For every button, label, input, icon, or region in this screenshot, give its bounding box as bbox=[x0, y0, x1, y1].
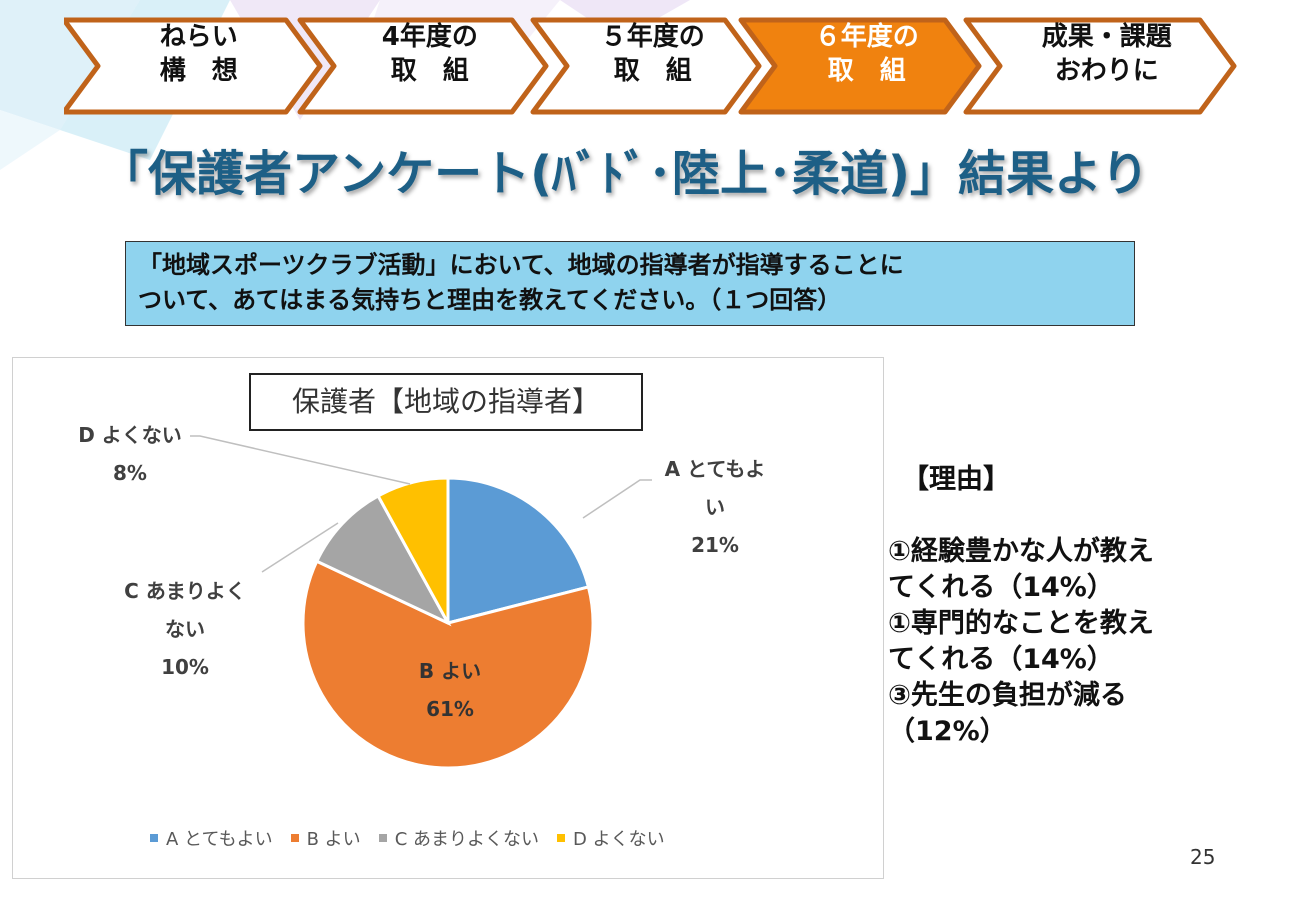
data-label-a-category: い bbox=[705, 495, 725, 519]
nav-step-5-shape bbox=[963, 17, 1237, 115]
data-label-c-category: ない bbox=[165, 617, 205, 641]
data-label-a-percent: 21% bbox=[691, 533, 739, 557]
nav-step-1-shape bbox=[64, 17, 323, 115]
legend-label-3: C あまりよくない bbox=[394, 829, 539, 850]
chart-title: 保護者【地域の指導者】 bbox=[249, 373, 643, 431]
data-label-b-category: B よい bbox=[418, 659, 482, 683]
legend-item-2: B よい bbox=[290, 825, 361, 851]
survey-question-box: 「地域スポーツクラブ活動」において、地域の指導者が指導することに ついて、あては… bbox=[125, 241, 1135, 326]
data-label-c-category: C あまりよく bbox=[124, 579, 246, 603]
reasons-heading: 【理由】 bbox=[902, 464, 1010, 495]
data-label-d-category: D よくない bbox=[78, 423, 182, 447]
legend-label-1: A とてもよい bbox=[166, 829, 273, 850]
data-label-b-percent: 61% bbox=[426, 697, 474, 721]
data-label-b: B よい 61% bbox=[380, 652, 520, 728]
pie-slice-d bbox=[376, 476, 450, 624]
nav-step-4-shape bbox=[738, 17, 982, 115]
reason-3-line-2: （12%） bbox=[888, 716, 1007, 747]
pie-slice-a bbox=[446, 476, 591, 625]
chart-legend: A とてもよい B よい C あまりよくない D よくない bbox=[150, 826, 683, 850]
legend-label-2: B よい bbox=[306, 829, 361, 850]
legend-swatch-4 bbox=[556, 834, 565, 842]
legend-item-3: C あまりよくない bbox=[378, 825, 539, 851]
pie-slice-c bbox=[314, 493, 452, 627]
reason-2-line-2: てくれる（14%） bbox=[888, 644, 1114, 675]
data-label-a-category: A とてもよ bbox=[664, 457, 766, 481]
nav-step-3-shape bbox=[530, 17, 762, 115]
data-label-d: D よくない 8% bbox=[50, 416, 210, 492]
legend-item-4: D よくない bbox=[556, 825, 665, 851]
reason-2-line-1: ①専門的なことを教え bbox=[888, 608, 1154, 639]
nav-chevrons bbox=[64, 17, 1237, 115]
data-label-d-percent: 8% bbox=[113, 461, 147, 485]
leader-line-d bbox=[190, 435, 411, 485]
legend-item-1: A とてもよい bbox=[150, 825, 273, 851]
question-line-1: 「地域スポーツクラブ活動」において、地域の指導者が指導することに bbox=[138, 251, 904, 279]
leader-line-c bbox=[261, 522, 339, 573]
legend-swatch-3 bbox=[378, 834, 387, 842]
legend-swatch-2 bbox=[290, 834, 299, 842]
data-label-c-percent: 10% bbox=[161, 655, 209, 679]
progress-nav bbox=[64, 14, 1244, 118]
nav-step-2-shape bbox=[297, 17, 549, 115]
page-number: 25 bbox=[1190, 845, 1216, 869]
question-line-2: ついて、あてはまる気持ちと理由を教えてください。（１つ回答） bbox=[138, 286, 842, 314]
reason-3-line-1: ③先生の負担が減る bbox=[888, 680, 1127, 711]
reason-1-line-1: ①経験豊かな人が教え bbox=[888, 536, 1154, 567]
pie-slice-b bbox=[301, 559, 595, 770]
reasons-panel: 【理由】 ①経験豊かな人が教え てくれる（14%） ①専門的なことを教え てくれ… bbox=[888, 462, 1218, 750]
data-label-a: A とてもよい 21% bbox=[640, 450, 790, 564]
legend-label-4: D よくない bbox=[572, 829, 665, 850]
slide-title: 「保護者アンケート(ﾊﾞﾄﾞ･陸上･柔道)」結果より bbox=[100, 146, 1149, 202]
leader-line-a bbox=[582, 479, 652, 519]
legend-swatch-1 bbox=[150, 834, 158, 842]
data-label-c: C あまりよく ない 10% bbox=[100, 572, 270, 686]
reason-1-line-2: てくれる（14%） bbox=[888, 572, 1114, 603]
